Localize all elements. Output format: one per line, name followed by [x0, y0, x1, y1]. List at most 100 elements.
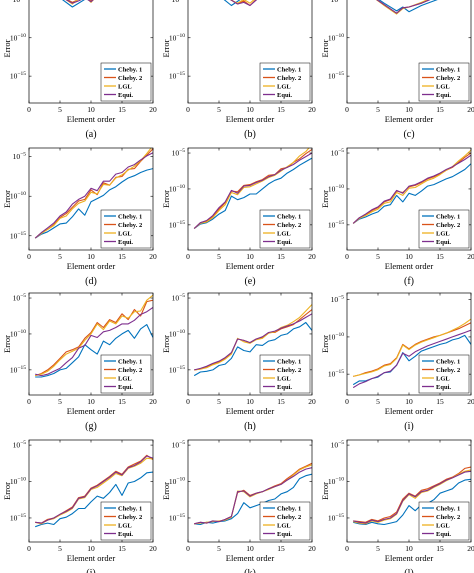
- x-tick-label: 15: [436, 544, 444, 553]
- series-line: [35, 455, 153, 524]
- x-tick-label: 5: [58, 397, 62, 406]
- legend-label: Cheby. 1: [436, 213, 460, 220]
- y-tick-label: 10−10: [328, 184, 344, 194]
- legend-label: Cheby. 1: [436, 358, 460, 365]
- y-tick-label: 10−5: [13, 293, 27, 303]
- chart-panel: 0 5 10 15 20 10−5 10−10 10−15 Error Element order…: [161, 439, 316, 573]
- x-tick-label: 20: [467, 544, 474, 553]
- y-tick-label: 10−10: [10, 329, 26, 339]
- series-line: [194, 473, 312, 526]
- legend-label: Cheby. 2: [436, 367, 460, 374]
- panel-caption: (l): [404, 568, 413, 573]
- x-tick-label: 10: [405, 105, 413, 114]
- chart-panel: 0 5 10 15 20 10−5 10−10 10−15 Error Element order…: [320, 292, 474, 432]
- x-tick-label: 0: [345, 105, 349, 114]
- series-line: [376, 0, 431, 14]
- x-tick-label: 20: [467, 397, 474, 406]
- x-tick-label: 5: [217, 252, 221, 261]
- legend-label: Cheby. 1: [277, 358, 301, 365]
- series-line: [62, 0, 85, 8]
- x-axis-label: Element order: [385, 553, 434, 563]
- y-axis-label: Error: [2, 190, 12, 208]
- legend-label: Cheby. 1: [436, 66, 460, 73]
- y-tick-label: 10−15: [169, 71, 185, 81]
- series-line: [193, 152, 312, 229]
- series-line: [230, 0, 258, 7]
- y-tick-label: 10−10: [169, 184, 185, 194]
- legend-label: LGL: [118, 522, 132, 529]
- panel-caption: (f): [404, 276, 414, 287]
- legend-label: LGL: [277, 375, 291, 382]
- x-axis-label: Element order: [67, 406, 116, 416]
- chart-panel: 0 5 10 15 20 10−5 10−10 10−15 Error Element order…: [161, 292, 316, 432]
- y-tick-label: 10−10: [169, 33, 185, 43]
- chart-panel: 0 5 10 15 20 10−5 10−10 10−15 Error Element order…: [320, 439, 474, 573]
- series-line: [352, 154, 471, 224]
- panel-caption: (c): [403, 129, 414, 140]
- legend-label: LGL: [118, 83, 132, 90]
- legend-label: Cheby. 2: [118, 514, 142, 521]
- y-axis-label: Error: [161, 190, 171, 208]
- x-tick-label: 0: [186, 105, 190, 114]
- x-tick-label: 10: [246, 105, 254, 114]
- y-tick-label: 10−5: [331, 440, 345, 450]
- chart-panel: 0 5 10 15 20 10−5 10−10 10−15 Error Element order…: [320, 0, 474, 140]
- x-tick-label: 15: [277, 544, 285, 553]
- x-tick-label: 0: [186, 252, 190, 261]
- legend-label: Cheby. 2: [277, 514, 301, 521]
- y-axis-label: Error: [161, 482, 171, 500]
- y-tick-label: 10−5: [13, 440, 27, 450]
- y-tick-label: 10−5: [331, 0, 345, 4]
- x-axis-label: Element order: [226, 553, 275, 563]
- y-tick-label: 10−10: [10, 33, 26, 43]
- x-tick-label: 15: [118, 252, 126, 261]
- y-tick-label: 10−10: [169, 477, 185, 487]
- series-line: [353, 318, 471, 377]
- panel-caption: (b): [244, 129, 256, 140]
- x-tick-label: 20: [467, 105, 474, 114]
- y-tick-label: 10−5: [331, 295, 345, 305]
- chart-panel: 0 5 10 15 20 10−5 10−10 10−15 Error Element order…: [161, 0, 316, 140]
- y-tick-label: 10−10: [169, 329, 185, 339]
- series-line: [35, 299, 153, 377]
- legend-label: Cheby. 1: [436, 505, 460, 512]
- series-line: [352, 163, 471, 224]
- legend-label: Cheby. 2: [118, 367, 142, 374]
- series-line: [194, 313, 312, 371]
- x-tick-label: 0: [27, 544, 31, 553]
- y-tick-label: 10−10: [10, 477, 26, 487]
- x-tick-label: 5: [376, 252, 380, 261]
- legend-label: Equi.: [118, 239, 133, 246]
- y-axis-label: Error: [161, 335, 171, 353]
- y-tick-label: 10−10: [10, 191, 26, 201]
- x-tick-label: 15: [118, 105, 126, 114]
- x-tick-label: 15: [277, 252, 285, 261]
- series-line: [194, 304, 312, 371]
- legend-label: Equi.: [436, 531, 451, 538]
- x-tick-label: 20: [467, 252, 474, 261]
- legend-label: LGL: [277, 230, 291, 237]
- legend-label: LGL: [436, 522, 450, 529]
- y-tick-label: 10−5: [172, 293, 186, 303]
- x-tick-label: 20: [308, 397, 316, 406]
- x-tick-label: 10: [246, 544, 254, 553]
- x-tick-label: 10: [246, 252, 254, 261]
- y-tick-label: 10−5: [172, 440, 186, 450]
- legend-label: LGL: [436, 375, 450, 382]
- series-line: [376, 0, 430, 14]
- x-tick-label: 20: [149, 544, 157, 553]
- panel-caption: (i): [404, 421, 413, 432]
- y-tick-label: 10−15: [328, 220, 344, 230]
- legend-label: Equi.: [436, 384, 451, 391]
- y-axis-label: Error: [2, 39, 12, 57]
- y-axis-label: Error: [2, 335, 12, 353]
- x-tick-label: 10: [405, 252, 413, 261]
- x-tick-label: 5: [58, 252, 62, 261]
- chart-panel: 0 5 10 15 20 10−5 10−10 10−15 Error Element order…: [2, 292, 157, 432]
- x-tick-label: 0: [345, 397, 349, 406]
- y-tick-label: 10−15: [10, 231, 26, 241]
- x-axis-label: Element order: [67, 114, 116, 124]
- x-tick-label: 5: [376, 397, 380, 406]
- x-tick-label: 0: [186, 544, 190, 553]
- y-tick-label: 10−15: [10, 365, 26, 375]
